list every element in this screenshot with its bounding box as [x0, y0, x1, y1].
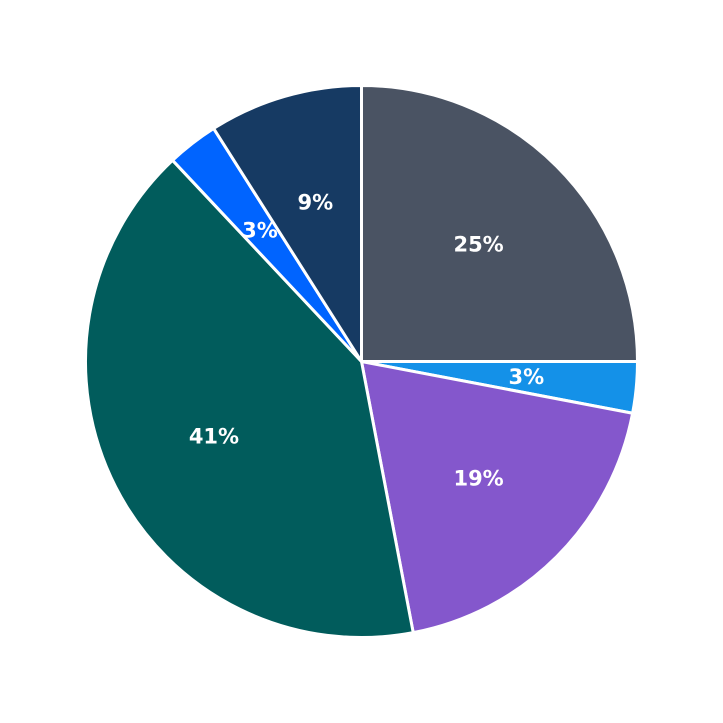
slice-percent-label: 25%: [453, 232, 503, 256]
slice-percent-label: 9%: [297, 190, 333, 214]
slice-percent-label: 3%: [509, 365, 545, 389]
slice-percent-label: 19%: [453, 467, 503, 491]
pie-slice: [84, 158, 415, 639]
pie-slice: [360, 84, 639, 363]
slice-percent-label: 41%: [189, 425, 239, 449]
pie-slice: [212, 84, 363, 363]
pie-slice: [360, 360, 635, 635]
slice-percent-label: 3%: [242, 219, 278, 243]
